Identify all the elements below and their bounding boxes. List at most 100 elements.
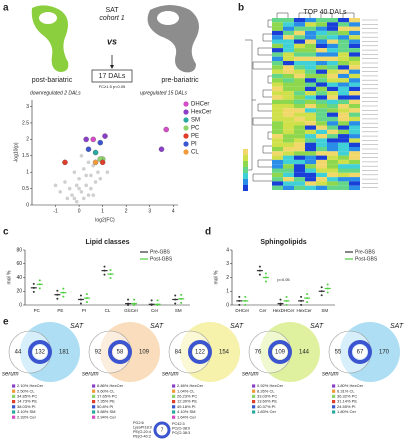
heatmap-cell bbox=[294, 177, 305, 182]
heatmap-cell bbox=[294, 95, 305, 100]
heatmap-cell bbox=[294, 151, 305, 156]
point bbox=[72, 196, 77, 201]
heatmap-cell bbox=[338, 22, 349, 27]
point bbox=[279, 298, 282, 301]
legend-label: 31.14% PE bbox=[337, 399, 357, 404]
x-tick-label: 0 bbox=[78, 208, 81, 214]
point bbox=[89, 186, 93, 191]
legend-label: 1.64% Cer bbox=[177, 414, 197, 419]
heatmap-cell bbox=[349, 91, 360, 96]
legend-label: 50.8% PI bbox=[97, 404, 113, 409]
heatmap-cell bbox=[327, 61, 338, 66]
heatmap-cell bbox=[349, 65, 360, 70]
colorbar bbox=[243, 185, 248, 191]
heatmap-cell bbox=[327, 99, 338, 104]
heatmap-cell bbox=[305, 116, 316, 122]
heatmap-cell bbox=[349, 26, 360, 31]
legend-label: 33.03% PC bbox=[257, 393, 277, 398]
legend-label: SM bbox=[191, 118, 200, 124]
legend-swatch bbox=[183, 101, 189, 107]
heatmap-cell bbox=[338, 155, 349, 160]
heatmap-cell bbox=[272, 129, 283, 135]
venn-label: SAT bbox=[390, 323, 404, 330]
dendrogram bbox=[262, 145, 272, 154]
x-tick-label: DHCer bbox=[235, 308, 249, 313]
heatmap-cell bbox=[316, 30, 327, 36]
heatmap-cell bbox=[338, 91, 349, 96]
arrow-head bbox=[110, 65, 114, 69]
y-tick-label: 2 bbox=[226, 275, 229, 281]
heatmap-cell bbox=[327, 39, 338, 44]
heatmap-cell bbox=[305, 35, 316, 40]
venn-count: 132 bbox=[35, 350, 46, 356]
heatmap-cell bbox=[338, 142, 349, 147]
legend-swatch bbox=[252, 394, 256, 398]
heatmap-cell bbox=[305, 39, 316, 44]
heatmap-cell bbox=[349, 82, 360, 87]
heatmap-cell bbox=[272, 134, 283, 139]
venn-label: serum bbox=[82, 372, 99, 378]
heatmap-cell bbox=[272, 65, 283, 70]
heatmap-cell bbox=[327, 164, 338, 169]
point bbox=[86, 160, 91, 165]
point bbox=[285, 295, 288, 298]
venn-label: SAT bbox=[230, 323, 244, 330]
heatmap-cell bbox=[316, 86, 327, 92]
legend-label: 0.92% HexCer bbox=[257, 383, 284, 388]
y-tick-label: 1 bbox=[226, 289, 229, 295]
point bbox=[86, 193, 91, 197]
point bbox=[62, 287, 65, 290]
heatmap-cell bbox=[283, 78, 294, 83]
heatmap-cell bbox=[338, 112, 349, 117]
venn-label: serum bbox=[2, 372, 19, 378]
dendrogram bbox=[262, 89, 272, 98]
dendrogram bbox=[342, 12, 355, 18]
point bbox=[84, 183, 88, 188]
venn-donut bbox=[28, 340, 52, 364]
heatmap-cell bbox=[283, 138, 294, 143]
mini-legend: PE(O-40:2 bbox=[133, 435, 151, 439]
heatmap-cell bbox=[272, 48, 283, 53]
point bbox=[38, 279, 41, 282]
x-tick-label: PC bbox=[34, 308, 41, 313]
legend-swatch bbox=[252, 405, 256, 409]
heatmap-cell bbox=[327, 108, 338, 113]
point bbox=[244, 299, 247, 302]
point bbox=[32, 290, 35, 293]
heatmap-cell bbox=[327, 69, 338, 74]
y-tick-label: 2 bbox=[26, 137, 29, 143]
heatmap-cell bbox=[327, 121, 338, 126]
legend-label: 2.33% Cer bbox=[17, 414, 37, 419]
heatmap-cell bbox=[316, 181, 327, 186]
heatmap-cell bbox=[316, 43, 327, 49]
heatmap-cell bbox=[283, 112, 294, 117]
heatmap-cell bbox=[283, 116, 294, 122]
point bbox=[92, 149, 99, 156]
venn-count: 67 bbox=[357, 350, 364, 356]
heatmap-cell bbox=[283, 147, 294, 152]
point bbox=[62, 295, 65, 298]
heatmap-cell bbox=[338, 61, 349, 66]
legend-label: 49.18% PI bbox=[177, 404, 195, 409]
heatmap-cell bbox=[272, 30, 283, 36]
dendrogram bbox=[267, 131, 272, 140]
heatmap-cell bbox=[327, 177, 338, 182]
y-axis-label: mol % bbox=[6, 270, 12, 284]
x-tick-label: SM bbox=[321, 308, 328, 313]
heatmap-cell bbox=[305, 164, 316, 169]
heatmap-cell bbox=[283, 26, 294, 31]
heatmap-cell bbox=[305, 177, 316, 182]
dendrogram bbox=[257, 47, 272, 56]
heatmap-cell bbox=[294, 129, 305, 135]
x-tick-label: Cer bbox=[151, 308, 159, 313]
heatmap-cell bbox=[338, 82, 349, 87]
heatmap-cell bbox=[272, 52, 283, 57]
heatmap-cell bbox=[349, 56, 360, 61]
heatmap-cell bbox=[272, 26, 283, 31]
heatmap-cell bbox=[283, 22, 294, 27]
heatmap-cell bbox=[272, 181, 283, 186]
heatmap-cell bbox=[283, 159, 294, 165]
heatmap-cell bbox=[294, 22, 305, 27]
heatmap-cell bbox=[316, 129, 327, 135]
heatmap-cell bbox=[349, 142, 360, 147]
